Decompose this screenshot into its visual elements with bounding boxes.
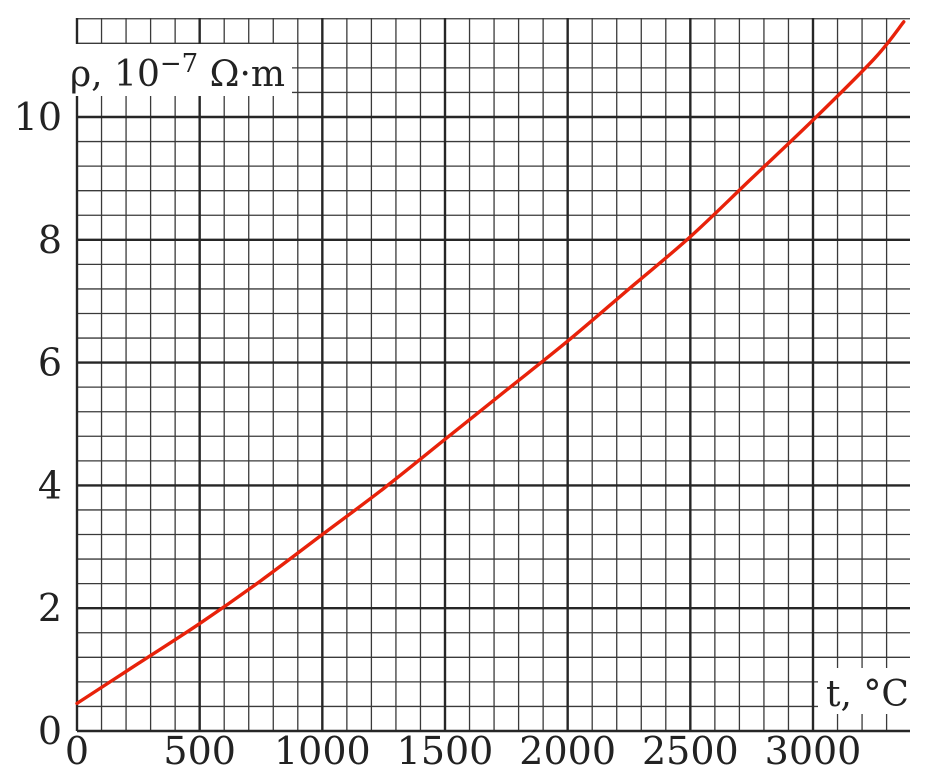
svg-text:ρ, 10−7 Ω·m: ρ, 10−7 Ω·m	[70, 49, 285, 95]
y-axis-label: ρ, 10−7 Ω·m	[66, 44, 292, 96]
y-tick-label: 2	[38, 586, 62, 630]
x-tick-label: 500	[163, 729, 236, 773]
x-tick-label: 1500	[397, 729, 494, 773]
x-tick-label: 1000	[274, 729, 371, 773]
x-axis-label-text: t, °C	[826, 674, 909, 715]
tick-labels: 0 500 1000 1500 2000 2500 3000 0 2 4 6 8 10	[14, 95, 862, 773]
y-tick-label: 4	[38, 463, 62, 507]
y-axis-label-exponent: −7	[160, 49, 198, 79]
y-tick-label: 0	[38, 709, 62, 753]
x-tick-label: 2000	[519, 729, 616, 773]
x-tick-label: 2500	[642, 729, 739, 773]
major-grid	[75, 18, 910, 733]
y-tick-label: 8	[38, 218, 62, 262]
x-tick-label: 3000	[765, 729, 862, 773]
series-line-0	[75, 20, 906, 706]
x-tick-label: 0	[65, 729, 89, 773]
series-layer	[75, 20, 906, 706]
x-axis-label: t, °C	[818, 668, 914, 715]
y-tick-label: 6	[38, 341, 62, 385]
y-tick-label: 10	[14, 95, 62, 139]
y-axis-label-unit: Ω·m	[198, 54, 285, 95]
y-axis-label-prefix: ρ, 10	[70, 54, 160, 95]
